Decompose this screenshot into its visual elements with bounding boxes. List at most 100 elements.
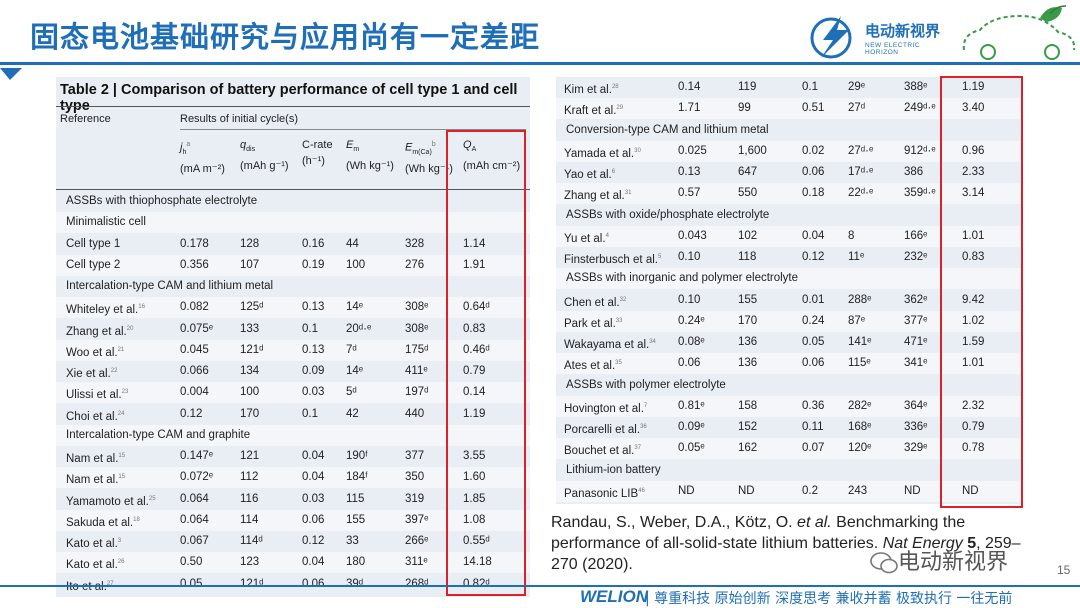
column-subscript: m(Ca) <box>412 148 432 156</box>
reference-name: Yao et al. <box>564 168 612 181</box>
reference-cell: Whiteley et al.16 <box>66 297 145 321</box>
reference-cell: Kato et al.3 <box>66 531 121 555</box>
column-symbol: E <box>346 139 354 151</box>
reference-number: 37 <box>634 445 642 452</box>
value-cell: 0.043 <box>678 229 707 242</box>
column-header-col4: Em (Wh kg⁻¹) <box>346 137 394 174</box>
value-cell: 0.1 <box>302 407 318 420</box>
table-row: Nam et al.15 0.072ᵉ 112 0.04 184ᶠ 350 1.60 <box>56 467 530 489</box>
reference-number: 35 <box>615 360 622 367</box>
section-label: Lithium-ion battery <box>566 463 661 476</box>
column-symbol: Q <box>463 139 472 151</box>
value-cell: 1.14 <box>463 237 486 250</box>
value-cell: 377ᵉ <box>904 314 928 327</box>
reference-name: Porcarelli et al. <box>564 423 641 436</box>
value-cell: 232ᵉ <box>904 251 928 263</box>
reference-cell: Nam et al.15 <box>66 446 125 470</box>
table-row: Wakayama et al.34 0.08ᵉ 136 0.05 141ᵉ 471ᵉ 1.5… <box>556 332 1022 353</box>
footer-slogan: | 尊重科技 原始创新 深度思考 兼收并蓄 极致执行 一往无前 <box>645 591 1013 607</box>
value-cell: 0.1 <box>302 322 318 335</box>
page-number: 15 <box>1057 563 1071 577</box>
value-cell: 190ᶠ <box>346 450 368 462</box>
reference-name: Cell type 1 <box>66 237 121 250</box>
citation-pages: , 259–270 (2020). <box>551 535 1021 573</box>
reference-cell: Yu et al.4 <box>564 226 609 250</box>
reference-name: Park et al. <box>564 317 616 330</box>
reference-name: Hovington et al. <box>564 402 644 415</box>
value-cell: 0.06 <box>802 166 825 178</box>
value-cell: ND <box>738 484 755 497</box>
value-cell: 184ᶠ <box>346 471 368 484</box>
value-cell: 0.03 <box>302 492 325 505</box>
reference-cell: Finsterbusch et al.5 <box>564 247 661 271</box>
reference-number: 4 <box>605 232 609 239</box>
value-cell: 0.05 <box>802 336 825 348</box>
value-cell: 0.51 <box>802 102 825 115</box>
reference-name: Ates et al. <box>564 360 616 373</box>
reference-cell: Park et al.33 <box>564 311 622 335</box>
reference-cell: Yamamoto et al.25 <box>66 489 156 513</box>
wechat-label: 电动新视界 <box>898 550 1009 575</box>
reference-cell: Bouchet et al.37 <box>564 438 641 462</box>
value-cell: 9.42 <box>962 293 985 306</box>
table-row: Yao et al.6 0.13 647 0.06 17ᵈ·ᵉ 386 2.33 <box>556 162 1022 183</box>
value-cell: 158 <box>738 399 758 412</box>
lightning-logo-icon <box>810 16 852 59</box>
value-cell: 87ᵉ <box>848 314 866 327</box>
value-cell: 116 <box>240 492 259 505</box>
table-row: Kim et al.28 0.14 119 0.1 29ᵉ 388ᵉ 1.19 <box>556 77 1022 98</box>
value-cell: 0.64ᵈ <box>463 301 490 314</box>
logo-subtext: NEW ELECTRIC HORIZON <box>865 42 921 56</box>
citation-volume: 5 <box>962 535 977 552</box>
value-cell: 328 <box>405 237 425 250</box>
value-cell: 27ᵈ <box>848 102 866 115</box>
performance-table-right: Kim et al.28 0.14 119 0.1 29ᵉ 388ᵉ 1.19 Kraft e… <box>556 77 1022 504</box>
value-cell: 136 <box>738 357 758 370</box>
value-cell: 0.147ᵉ <box>180 450 214 462</box>
value-cell: 14ᵉ <box>346 365 364 377</box>
value-cell: 364ᵉ <box>904 399 928 412</box>
reference-cell: Woo et al.21 <box>66 340 124 364</box>
reference-name: Yamada et al. <box>564 147 635 160</box>
section-label: ASSBs with inorganic and polymer electro… <box>566 272 799 285</box>
value-cell: 0.12 <box>302 535 325 547</box>
footer: WELION | 尊重科技 原始创新 深度思考 兼收并蓄 极致执行 一往无前 <box>0 584 1080 608</box>
value-cell: 1.71 <box>678 102 701 115</box>
value-cell: 308ᵉ <box>405 301 429 314</box>
table-row: Ates et al.35 0.06 136 0.06 115ᵉ 341ᵉ 1.01 <box>556 353 1022 375</box>
table-row: Panasonic LIB46 ND ND 0.2 243 ND ND <box>556 480 1022 502</box>
section-row: Lithium-ion battery <box>556 460 1022 481</box>
section-label: Intercalation-type CAM and graphite <box>66 428 251 441</box>
column-superscript: a <box>186 141 191 148</box>
reference-name: Panasonic LIB <box>564 487 639 500</box>
value-cell: 2.33 <box>962 166 985 178</box>
footer-rule <box>0 585 1080 587</box>
column-header-col6: QA (mAh cm⁻²) <box>463 137 520 174</box>
value-cell: 0.79 <box>463 365 486 377</box>
reference-cell: Yao et al.6 <box>564 162 615 186</box>
reference-number: 21 <box>117 346 125 353</box>
value-cell: 0.1 <box>802 81 818 93</box>
reference-name: Finsterbusch et al. <box>564 253 658 266</box>
reference-number: 7 <box>643 402 648 409</box>
reference-name: Kato et al. <box>66 537 118 550</box>
value-cell: 0.14 <box>678 81 701 93</box>
section-row: ASSBs with polymer electrolyte <box>556 375 1022 396</box>
value-cell: 377 <box>405 450 425 462</box>
value-cell: 0.075ᵉ <box>180 322 214 335</box>
value-cell: 114 <box>240 513 259 526</box>
value-cell: 341ᵉ <box>904 357 928 370</box>
header-reference: Reference <box>60 113 111 125</box>
value-cell: 136 <box>738 336 758 348</box>
table-row: Zhang et al.31 0.57 550 0.18 22ᵈ·ᵉ 359ᵈ·ᵉ 3.14 <box>556 183 1022 205</box>
table-title: Table 2 | Comparison of battery performa… <box>60 82 518 114</box>
reference-number: 36 <box>640 424 647 430</box>
table-row: Yamada et al.30 0.025 1,600 0.02 27ᵈ·ᵉ 912ᵈ·ᵉ… <box>556 140 1022 162</box>
section-row: Minimalistic cell <box>56 212 530 234</box>
citation: Randau, S., Weber, D.A., Kötz, O. et al.… <box>551 512 1031 575</box>
value-cell: 133 <box>240 322 260 335</box>
section-row: ASSBs with inorganic and polymer electro… <box>556 268 1022 290</box>
value-cell: 155 <box>738 293 758 306</box>
reference-number: 16 <box>138 304 145 311</box>
header-rule <box>0 62 1080 65</box>
